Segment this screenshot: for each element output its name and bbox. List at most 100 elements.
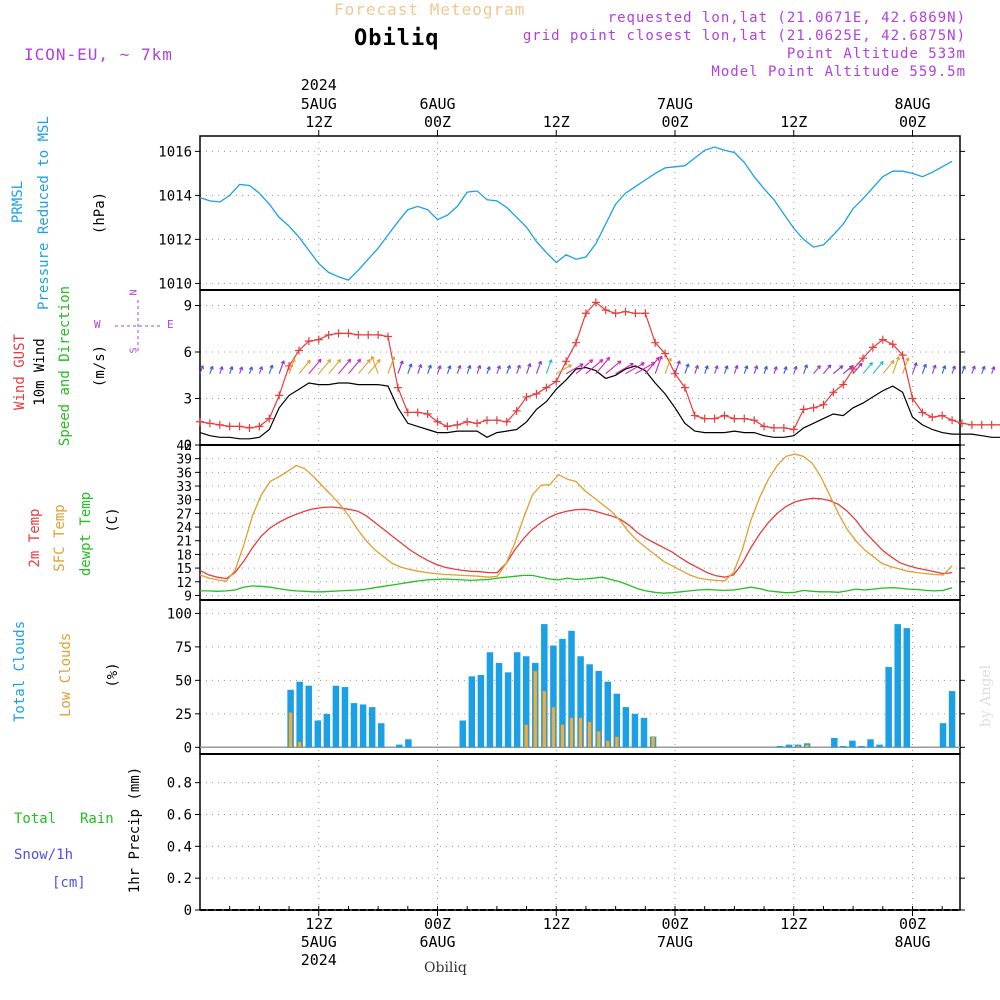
wind-dir-arrow xyxy=(526,363,531,374)
wind-gust-marker xyxy=(413,408,422,417)
precip-unit: 1hr Precip (mm) xyxy=(127,766,143,894)
wind-dir-arrow xyxy=(991,366,995,374)
temp-dewpt-label: dewpt Temp xyxy=(78,491,94,577)
wind-dir-arrowhead xyxy=(827,364,832,369)
cloud-total-bar xyxy=(332,685,340,748)
wind-dir-arrow xyxy=(644,356,660,375)
gridpoint-coords: grid point closest lon,lat (21.0625E, 42… xyxy=(522,28,966,44)
cloud-total-bar xyxy=(504,672,512,748)
wind-dir-arrow xyxy=(199,365,204,374)
wind-dir-arrow xyxy=(278,360,285,374)
cloud-low-bar xyxy=(587,721,592,748)
wind-dir-arrow xyxy=(575,359,594,375)
wind-dir-arrow xyxy=(635,362,656,375)
wind-gust-marker xyxy=(205,419,214,428)
wind-gust-marker xyxy=(651,338,660,347)
cloud-low-bar xyxy=(288,712,293,748)
wind-dir-arrow xyxy=(605,360,622,375)
wind-unit: (m/s) xyxy=(92,344,108,388)
cloud-total-bar xyxy=(350,703,358,748)
precip-snow-label: Snow/1h xyxy=(14,847,74,863)
wind-dir-arrowhead xyxy=(357,358,362,363)
wind-dir-arrowhead xyxy=(868,361,873,367)
panel-frame xyxy=(199,135,961,291)
wind-gust-marker xyxy=(680,383,689,392)
wind-dir-arrowhead xyxy=(248,366,254,371)
wind-dir-arrow xyxy=(595,356,610,375)
bottom-time-label: 00Z xyxy=(899,915,926,933)
wind-dir-arrow xyxy=(328,359,341,375)
cloud-total-bar xyxy=(858,745,865,748)
cloud-total-bar xyxy=(631,713,639,748)
cloud-low-bar xyxy=(542,690,547,748)
precip-rain-label: Rain xyxy=(80,811,114,827)
wind-gust-marker xyxy=(334,329,343,338)
top-hour-label: 12Z xyxy=(543,113,570,131)
bottom-time-label: 5AUG xyxy=(301,933,337,951)
wind-gust-marker xyxy=(819,400,828,409)
wind-dir-arrow xyxy=(723,365,728,374)
panel-2 xyxy=(195,444,965,601)
cloud-low-bar xyxy=(796,745,801,748)
cloud-low-label: Low Clouds xyxy=(58,632,74,717)
wind-gust-marker xyxy=(581,309,590,318)
wind-gust-marker xyxy=(344,329,353,338)
wind-dir-arrowhead xyxy=(981,365,986,370)
cloud-total-bar xyxy=(776,745,784,748)
wind-gust-marker xyxy=(512,406,521,415)
wind-dir-arrow xyxy=(248,366,253,374)
cloud-total-bar xyxy=(314,720,322,748)
wind-gust-marker xyxy=(502,417,511,426)
wind-dir-arrow xyxy=(446,365,451,374)
wind-dir-arrow xyxy=(258,366,263,374)
wind-dir-arrow xyxy=(486,366,491,374)
wind-dir-arrow xyxy=(793,366,797,374)
wind-dir-arrow xyxy=(921,363,927,374)
temp-dewpt-line xyxy=(200,574,953,594)
compass-south-label: S xyxy=(128,347,140,354)
wind-dir-arrowhead xyxy=(239,366,244,371)
precip-total-label: Total xyxy=(14,811,57,827)
cloud-total-bar xyxy=(341,687,349,748)
wind-dir-arrowhead xyxy=(199,365,204,370)
cloud-low-bar xyxy=(560,724,565,748)
wind-dir-arrowhead xyxy=(754,365,759,370)
cloud-unit: (%) xyxy=(105,662,121,688)
ytick-label: 39 xyxy=(176,453,192,468)
ytick-label: 0 xyxy=(184,740,192,756)
cloud-total-bar xyxy=(894,624,901,748)
wind-dir-arrowhead xyxy=(506,364,511,369)
wind-gust-marker xyxy=(492,416,501,425)
wind-dir-arrow xyxy=(565,363,584,375)
wind-gust-marker xyxy=(789,425,798,434)
wind-gust-marker xyxy=(957,419,966,428)
wind-dir-arrowhead xyxy=(763,365,768,370)
cloud-low-bar xyxy=(805,744,810,748)
wind-gust-marker xyxy=(690,411,699,420)
cloud-total-bar xyxy=(359,704,367,748)
bottom-time-label: 12Z xyxy=(780,915,807,933)
wind-dir-arrowhead xyxy=(370,355,375,360)
wind-dir-arrow xyxy=(338,358,352,375)
wind-dir-arrow xyxy=(516,364,521,374)
wind-dir-arrow xyxy=(862,362,873,375)
cloud-total-bar xyxy=(640,717,648,748)
footer-location: Obiliq xyxy=(424,960,467,976)
wind-dir-arrowhead xyxy=(744,365,749,370)
bottom-time-label: 00Z xyxy=(424,915,451,933)
wind-dir-arrowhead xyxy=(538,360,543,365)
wind-dir-arrowhead xyxy=(658,355,663,360)
cloud-low-bar xyxy=(614,736,619,748)
ytick-label: 24 xyxy=(176,521,192,536)
ytick-label: 1016 xyxy=(158,144,192,160)
wind-dir-arrowhead xyxy=(376,359,381,364)
wind-dir-arrow xyxy=(763,366,768,374)
wind-gust-marker xyxy=(779,423,788,432)
wind-dir-arrow xyxy=(872,361,884,375)
top-hour-label: 12Z xyxy=(780,113,807,131)
wind-dir-arrow xyxy=(694,365,699,374)
wind-dir-arrowhead xyxy=(617,360,622,365)
ytick-label: 30 xyxy=(176,494,192,509)
wind-dir-arrowhead xyxy=(258,366,264,371)
wind-dir-arrowhead xyxy=(848,365,853,370)
